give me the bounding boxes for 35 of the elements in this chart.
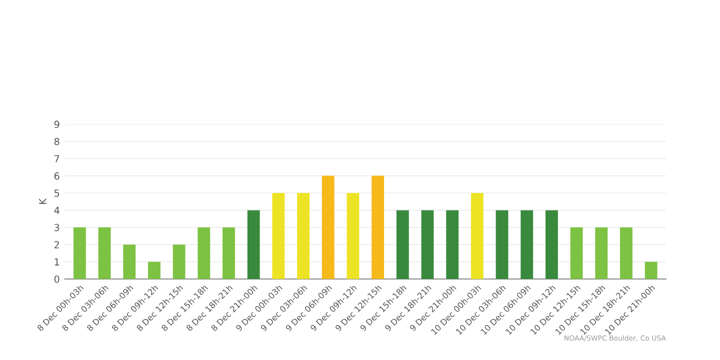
bar (322, 176, 334, 279)
y-tick-label: 7 (54, 155, 60, 162)
bar (148, 262, 160, 279)
bar (396, 210, 409, 279)
bar (520, 210, 534, 279)
bar (496, 210, 508, 279)
y-axis-title: K (39, 198, 46, 204)
bar (297, 193, 310, 279)
y-tick-label: 2 (54, 241, 59, 248)
bar (570, 227, 583, 279)
bar (346, 193, 360, 279)
bar (272, 193, 285, 279)
y-tick-label: 5 (54, 190, 60, 197)
bar (595, 227, 608, 279)
bar (73, 227, 86, 279)
bar (247, 210, 260, 279)
bar (98, 227, 111, 279)
y-tick-label: 3 (54, 224, 60, 232)
bar (372, 176, 384, 279)
y-tick-label: 9 (54, 120, 60, 128)
y-tick-label: 1 (54, 258, 60, 266)
y-tick-label: 0 (54, 275, 60, 283)
y-tick-label: 8 (54, 138, 60, 146)
bar (421, 210, 434, 279)
bar (198, 227, 210, 279)
y-tick-label: 6 (54, 172, 60, 180)
bar (620, 227, 632, 279)
bar (222, 227, 235, 279)
bar (446, 210, 459, 279)
bar (644, 262, 658, 279)
bar (470, 193, 484, 279)
bar (172, 244, 186, 279)
bar (123, 244, 136, 279)
bar (546, 210, 558, 279)
y-tick-label: 4 (54, 206, 60, 214)
